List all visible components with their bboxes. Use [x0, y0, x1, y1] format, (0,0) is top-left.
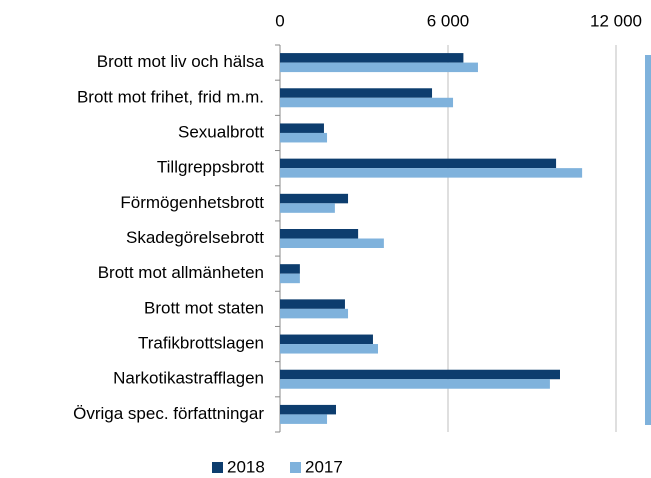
bar — [280, 203, 335, 213]
y-tick-label: Brott mot frihet, frid m.m. — [77, 87, 264, 106]
bar — [280, 193, 349, 204]
y-tick-label: Trafikbrottslagen — [138, 334, 264, 353]
bar — [280, 238, 384, 248]
y-tick-label: Tillgreppsbrott — [157, 158, 264, 177]
y-tick-label: Sexualbrott — [178, 122, 264, 141]
x-tick-label: 12 000 — [590, 11, 642, 30]
bar — [280, 97, 454, 108]
bar — [280, 168, 583, 178]
y-tick-label: Brott mot staten — [144, 298, 264, 317]
bar — [280, 334, 373, 345]
bar — [280, 123, 324, 133]
legend-label: 2018 — [227, 457, 265, 476]
bar — [280, 132, 328, 143]
y-tick-label: Skadegörelsebrott — [126, 228, 264, 247]
side-strip — [645, 55, 651, 425]
legend-label: 2017 — [305, 457, 343, 476]
bar — [280, 264, 300, 274]
y-tick-label: Brott mot liv och hälsa — [97, 52, 265, 71]
bar — [280, 62, 478, 73]
bar — [280, 88, 433, 98]
legend-swatch — [212, 462, 223, 473]
y-tick-label: Narkotikastrafflagen — [113, 369, 264, 388]
bar — [280, 273, 300, 284]
y-tick-label: Brott mot allmänheten — [98, 263, 264, 282]
bar — [280, 229, 359, 239]
bar — [280, 158, 557, 169]
bar — [280, 344, 378, 354]
legend-swatch — [290, 462, 301, 473]
bar — [280, 308, 349, 319]
y-tick-label: Övriga spec. författningar — [73, 404, 264, 423]
bar — [280, 379, 550, 389]
bar — [280, 404, 336, 415]
bar — [280, 369, 560, 380]
bar — [280, 414, 328, 424]
x-tick-label: 6 000 — [427, 11, 470, 30]
x-tick-label: 0 — [275, 11, 284, 30]
bar — [280, 53, 464, 63]
y-tick-label: Förmögenhetsbrott — [120, 193, 264, 212]
bar — [280, 299, 345, 309]
